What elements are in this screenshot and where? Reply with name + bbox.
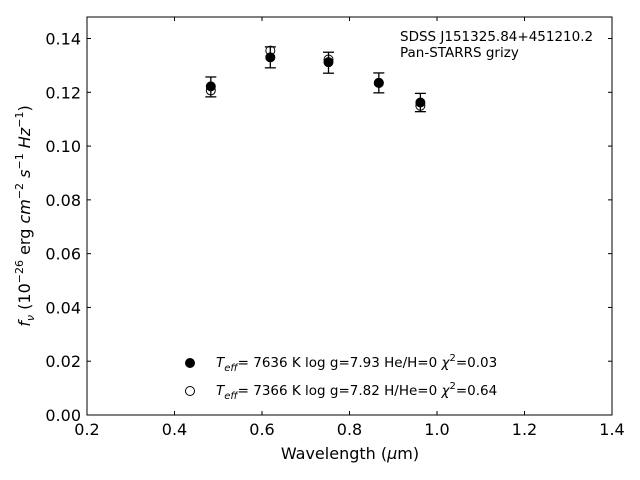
- data-point-filled: [415, 97, 426, 108]
- data-point-open: [205, 85, 216, 96]
- x-tick-label: 1.0: [424, 420, 449, 439]
- y-axis-label: fν (10−26 erg cm−2 s−1 Hz−1): [13, 105, 37, 326]
- data-point-open: [323, 54, 334, 65]
- x-tick-label: 0.2: [74, 420, 99, 439]
- object-name: SDSS J151325.84+451210.2: [400, 29, 593, 45]
- y-tick-label: 0.10: [45, 137, 81, 156]
- axis-ticks: 0.2 0.4 0.6 0.8 1.0 1.2 1.4 0.00 0.02 0.04 0.06 0.0…: [45, 17, 625, 439]
- legend-marker-filled: [185, 358, 195, 368]
- y-tick-label: 0.12: [45, 83, 81, 102]
- legend-marker-open: [185, 386, 195, 396]
- survey-name: Pan-STARRS grizy: [400, 45, 519, 61]
- data-point-open: [265, 45, 276, 56]
- y-tick-label: 0.08: [45, 191, 81, 210]
- y-tick-label: 0.06: [45, 245, 81, 264]
- chart-marks: [205, 45, 426, 113]
- legend-label-model-2: Teff= 7366 K log g=7.82 H/He=0 χ2=0.64: [216, 381, 497, 402]
- y-tick-label: 0.02: [45, 352, 81, 371]
- data-point-open: [373, 77, 384, 88]
- legend-label-model-1: Teff= 7636 K log g=7.93 He/H=0 χ2=0.03: [216, 353, 497, 374]
- plot-frame: [86, 16, 613, 416]
- y-tick-label: 0.00: [45, 406, 81, 425]
- data-point-open: [415, 100, 426, 111]
- y-tick-label: 0.04: [45, 298, 81, 317]
- x-axis-label: Wavelength (μm): [281, 444, 419, 463]
- legend: Teff= 7636 K log g=7.93 He/H=0 χ2=0.03 T…: [185, 353, 497, 402]
- x-tick-label: 0.6: [249, 420, 274, 439]
- x-tick-label: 1.4: [599, 420, 624, 439]
- y-tick-label: 0.14: [45, 30, 81, 49]
- data-point-filled: [265, 52, 276, 63]
- x-tick-label: 1.2: [512, 420, 537, 439]
- x-tick-label: 0.4: [162, 420, 187, 439]
- data-point-filled: [323, 57, 334, 68]
- x-tick-label: 0.8: [337, 420, 362, 439]
